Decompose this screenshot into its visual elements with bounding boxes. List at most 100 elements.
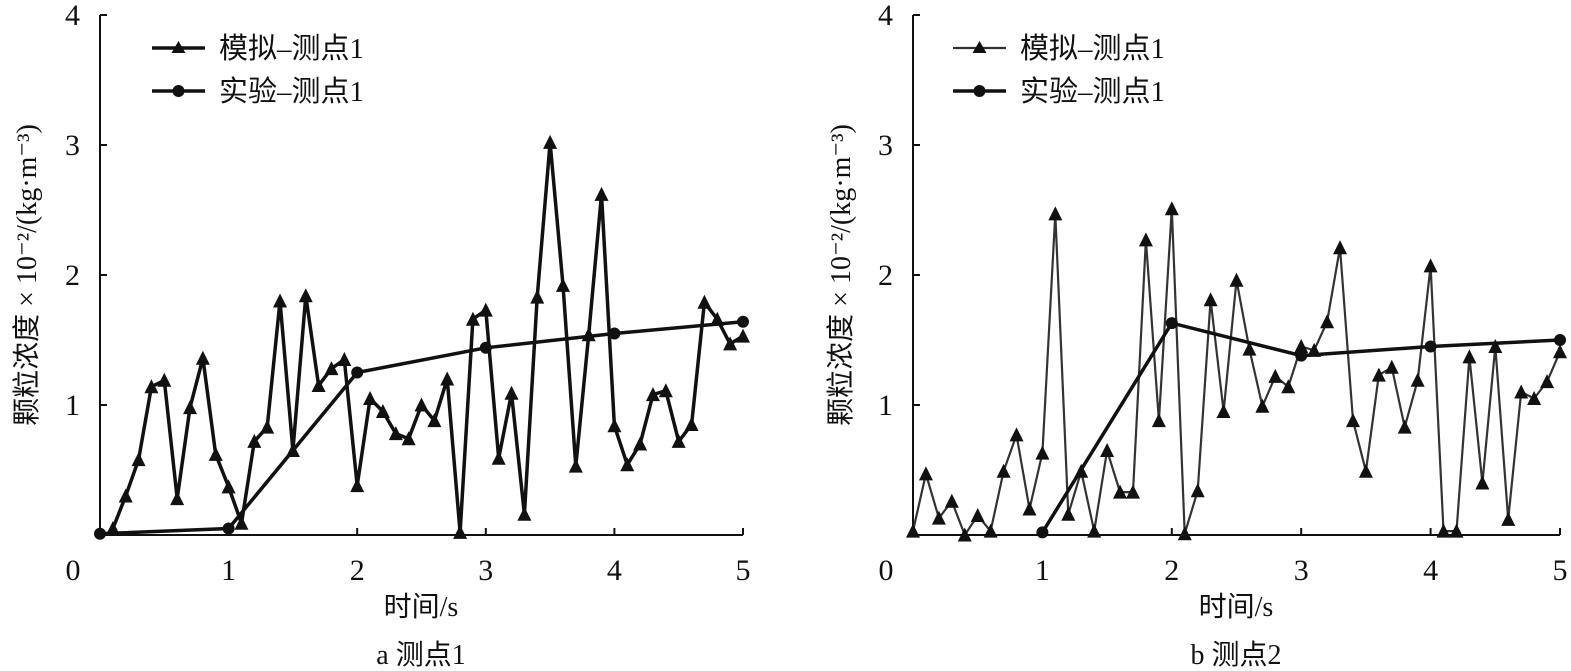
sim-point-b-37 [1384, 359, 1399, 374]
sim-point-a-11 [247, 433, 262, 448]
sim-point-b-20 [1164, 201, 1179, 216]
sim-point-b-12 [1061, 506, 1076, 521]
sim-series-line-b [911, 208, 1562, 538]
sim-point-a-8 [208, 446, 223, 461]
sim-point-b-48 [1527, 391, 1542, 405]
exp-point-b-0 [1036, 526, 1049, 539]
sim-point-a-15 [298, 288, 313, 303]
sim-point-a-44 [671, 433, 686, 448]
sim-point-a-22 [388, 426, 403, 441]
sim-point-b-28 [1268, 368, 1283, 383]
sim-point-b-24 [1216, 404, 1231, 418]
exp-point-b-2 [1295, 349, 1308, 362]
legend-marker-circle-a [172, 85, 185, 97]
sim-point-a-36 [568, 458, 583, 473]
exp-point-a-5 [737, 315, 749, 328]
exp-point-a-3 [479, 341, 492, 354]
series-group-b [906, 201, 1567, 542]
sim-point-b-26 [1242, 341, 1257, 356]
sim-point-a-5 [170, 491, 185, 506]
x-tick-label-a-0: 0 [66, 554, 81, 587]
sim-point-b-8 [1009, 427, 1024, 442]
sim-point-a-40 [620, 457, 635, 472]
y-tick-label-a-3: 3 [65, 129, 80, 162]
sim-point-b-47 [1514, 384, 1529, 399]
legend-marker-circle-b [973, 85, 986, 97]
sim-point-b-36 [1371, 367, 1386, 382]
sim-point-b-19 [1151, 413, 1166, 428]
sim-point-b-30 [1294, 339, 1309, 353]
x-tick-label-a-2: 2 [350, 554, 365, 587]
sim-point-a-26 [440, 371, 455, 386]
y-tick-label-b-3: 3 [878, 129, 893, 162]
panel-caption-b: b 测点2 [1190, 640, 1281, 671]
sim-point-a-19 [350, 478, 365, 493]
sim-point-b-17 [1125, 484, 1140, 499]
sim-point-a-7 [195, 350, 210, 365]
sim-point-a-48 [723, 336, 738, 351]
y-axis-title-b: 颗粒浓度 × 10⁻²/(kg·m⁻³) [825, 124, 857, 426]
x-axis-title-b: 时间/s [1199, 591, 1274, 623]
exp-point-a-1 [222, 522, 235, 535]
y-tick-label-a-4: 4 [65, 0, 80, 32]
sim-point-a-23 [401, 431, 416, 446]
sim-point-b-42 [1449, 523, 1464, 538]
sim-point-a-21 [375, 404, 390, 418]
sim-point-b-1 [918, 466, 933, 481]
sim-point-b-25 [1229, 272, 1244, 287]
sim-point-a-1 [118, 488, 133, 503]
chart-panel-a: 0 1 2 3 4 5 1 2 3 4 颗粒浓度 × 10⁻²/(kg·m⁻³) 时间/s a 测… [11, 0, 751, 671]
sim-point-b-39 [1410, 372, 1425, 387]
y-tick-label-a-1: 1 [65, 389, 80, 422]
sim-point-b-11 [1048, 206, 1063, 221]
sim-point-b-29 [1281, 379, 1296, 394]
sim-point-a-17 [324, 361, 339, 376]
sim-point-b-21 [1177, 526, 1192, 541]
x-tick-label-b-5: 5 [1553, 554, 1568, 587]
sim-point-a-41 [633, 436, 648, 451]
y-tick-label-a-2: 2 [65, 259, 80, 292]
sim-point-b-50 [1553, 344, 1567, 359]
x-tick-label-b-4: 4 [1423, 554, 1438, 587]
sim-point-b-49 [1540, 374, 1555, 389]
legend-label-exp-b: 实验–测点1 [1020, 75, 1165, 108]
x-tick-label-b-1: 1 [1035, 554, 1050, 587]
y-tick-label-b-1: 1 [878, 389, 893, 422]
legend-label-sim-a: 模拟–测点1 [219, 32, 364, 65]
sim-point-b-18 [1138, 232, 1153, 247]
sim-point-a-2 [131, 452, 146, 467]
sim-point-a-30 [491, 450, 506, 465]
x-tick-label-b-3: 3 [1294, 554, 1309, 587]
sim-point-a-18 [337, 352, 352, 366]
sim-point-b-14 [1087, 523, 1102, 538]
exp-point-a-4 [608, 327, 621, 340]
exp-point-b-4 [1554, 334, 1566, 346]
sim-point-a-39 [607, 418, 622, 433]
sim-point-a-13 [273, 293, 288, 308]
exp-point-b-1 [1165, 317, 1178, 330]
sim-point-a-16 [311, 378, 326, 392]
sim-point-b-34 [1345, 413, 1360, 428]
sim-point-a-12 [260, 419, 275, 434]
sim-point-b-46 [1501, 511, 1516, 526]
legend-label-exp-a: 实验–测点1 [219, 75, 364, 108]
sim-point-a-28 [465, 311, 480, 326]
x-tick-label-b-2: 2 [1164, 554, 1179, 587]
sim-point-b-9 [1022, 501, 1037, 516]
legend-a: 模拟–测点1 实验–测点1 [152, 32, 364, 108]
sim-point-a-3 [144, 379, 159, 394]
sim-point-b-41 [1436, 523, 1451, 538]
legend-marker-triangle-a [171, 41, 186, 53]
x-tick-label-a-3: 3 [478, 554, 493, 587]
legend-b: 模拟–测点1 实验–测点1 [953, 32, 1165, 108]
sim-point-b-5 [970, 508, 985, 522]
sim-point-a-46 [697, 294, 712, 309]
sim-point-b-40 [1423, 258, 1438, 273]
sim-point-a-35 [555, 277, 570, 292]
ticks-a: 0 1 2 3 4 5 1 2 3 4 [65, 0, 751, 587]
x-tick-label-a-5: 5 [736, 554, 751, 587]
sim-point-b-6 [983, 523, 998, 538]
sim-point-a-29 [478, 302, 493, 317]
sim-point-a-20 [363, 391, 378, 405]
x-tick-label-b-0: 0 [879, 554, 894, 587]
